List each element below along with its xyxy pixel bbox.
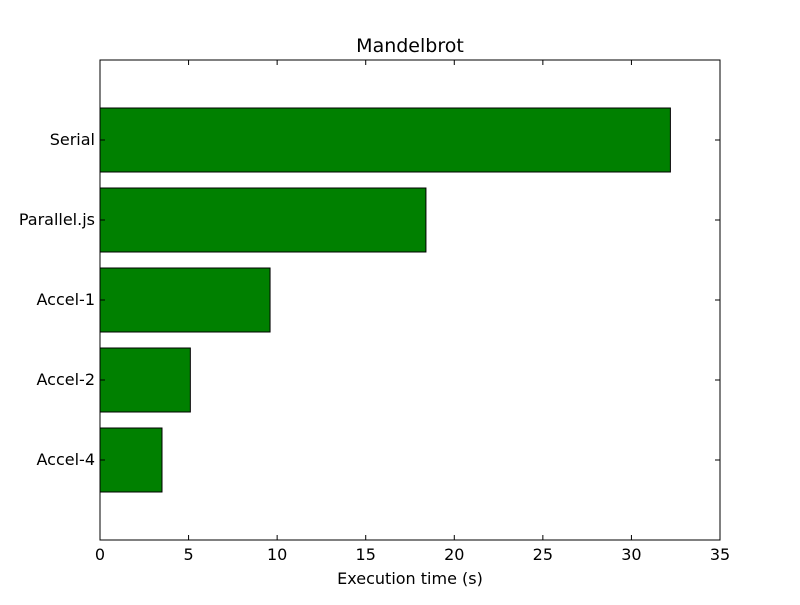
x-tick-label: 15 xyxy=(356,545,376,564)
y-tick-label: Parallel.js xyxy=(19,210,95,229)
y-tick-label: Accel-1 xyxy=(37,290,96,309)
x-tick-label: 35 xyxy=(710,545,730,564)
y-tick-label: Accel-2 xyxy=(37,370,96,389)
x-tick-label: 10 xyxy=(267,545,287,564)
bar-parallel-js xyxy=(99,187,427,253)
bar-accel-4 xyxy=(99,427,163,493)
x-tick-label: 30 xyxy=(621,545,641,564)
x-axis-label: Execution time (s) xyxy=(337,569,483,588)
y-axis-ticks: Serial Parallel.js Accel-1 Accel-2 Accel-4 xyxy=(19,130,720,469)
bar-accel-1 xyxy=(99,267,271,333)
y-tick-label: Accel-4 xyxy=(37,450,96,469)
bars-group xyxy=(99,107,671,493)
x-tick-label: 25 xyxy=(533,545,553,564)
x-tick-label: 20 xyxy=(444,545,464,564)
x-tick-label: 0 xyxy=(95,545,105,564)
x-axis-ticks: 0 5 10 15 20 25 30 35 xyxy=(95,60,730,564)
y-tick-label: Serial xyxy=(50,130,95,149)
plot-frame xyxy=(99,59,721,541)
bar-serial xyxy=(99,107,671,173)
x-tick-label: 5 xyxy=(183,545,193,564)
bar-accel-2 xyxy=(99,347,191,413)
chart-title: Mandelbrot xyxy=(356,35,464,57)
